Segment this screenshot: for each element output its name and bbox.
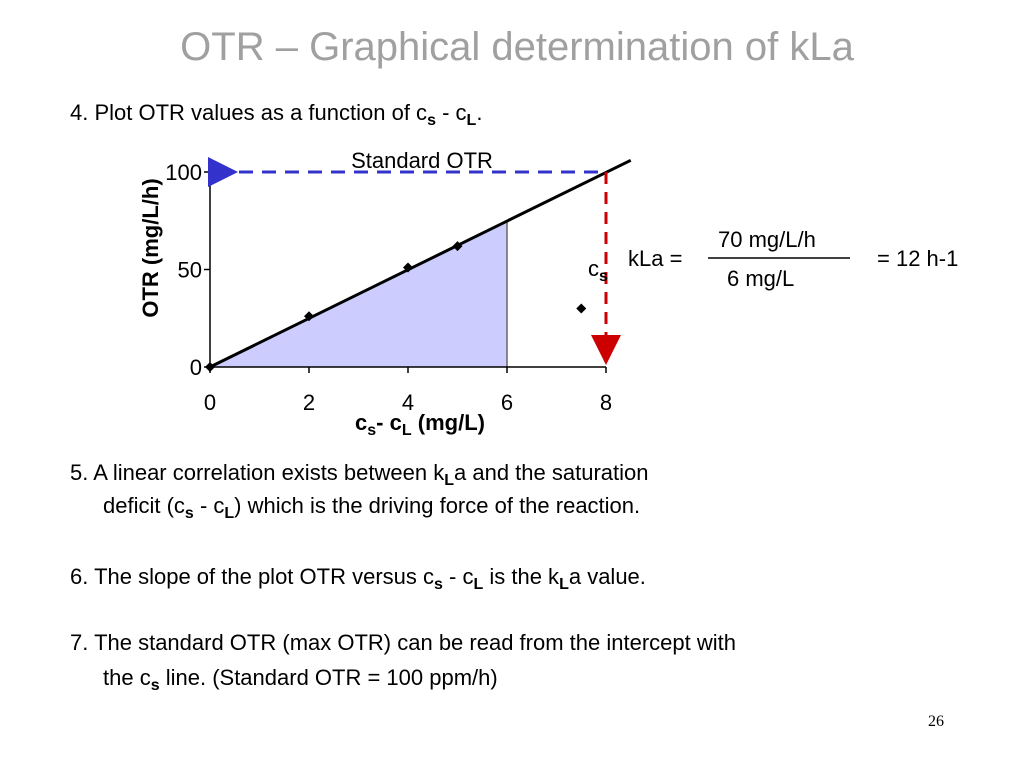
text-run: 6. The slope of the plot OTR versus c [70, 564, 434, 589]
subscript: s [599, 268, 608, 285]
subscript: L [467, 112, 477, 129]
subscript: L [444, 472, 454, 489]
subscript: L [402, 422, 412, 439]
text-run: the c [103, 665, 151, 690]
x-tick-label: 6 [501, 390, 513, 415]
step-text: deficit (cs - cL) which is the driving f… [103, 493, 640, 522]
text-run: ) which is the driving force of the reac… [234, 493, 640, 518]
x-tick-label: 4 [402, 390, 414, 415]
data-point [576, 303, 587, 314]
subscript: L [473, 576, 483, 593]
equation-result: = 12 h-1 [877, 246, 958, 271]
data-point [304, 311, 314, 322]
text-run: deficit (c [103, 493, 185, 518]
x-tick-label: 0 [204, 390, 216, 415]
text-run: - c [194, 493, 225, 518]
fit-line [209, 158, 632, 369]
y-tick-label: 50 [178, 258, 202, 283]
y-tick-label: 100 [165, 160, 202, 185]
y-axis-label: OTR (mg/L/h) [138, 178, 163, 317]
subscript: L [559, 576, 569, 593]
equation-denominator: 6 mg/L [727, 266, 794, 291]
text-run: a value. [569, 564, 646, 589]
standard-otr-label: Standard OTR [351, 148, 493, 173]
text-run: (mg/L) [412, 410, 485, 435]
subscript: s [434, 576, 443, 593]
slide-title: OTR – Graphical determination of kLa [180, 25, 854, 69]
step-text: 6. The slope of the plot OTR versus cs -… [70, 564, 646, 593]
text-run: line. (Standard OTR = 100 ppm/h) [160, 665, 498, 690]
text-run: - c [376, 410, 402, 435]
step-text: the cs line. (Standard OTR = 100 ppm/h) [103, 665, 498, 694]
x-axis-label: cs- cL (mg/L) [355, 410, 485, 439]
x-tick-label: 8 [600, 390, 612, 415]
data-point [205, 362, 215, 372]
data-point [403, 262, 413, 273]
subscript: s [367, 422, 376, 439]
equation-lhs: kLa = [628, 246, 682, 271]
text-run: 7. The standard OTR (max OTR) can be rea… [70, 630, 736, 655]
x-tick-label: 2 [303, 390, 315, 415]
text-run: . [476, 100, 482, 125]
text-run: 4. Plot OTR values as a function of c [70, 100, 427, 125]
equation-numerator: 70 mg/L/h [718, 227, 816, 252]
text-run: - c [443, 564, 474, 589]
y-tick-label: 0 [190, 355, 202, 380]
data-point [452, 241, 463, 252]
text-run: 5. A linear correlation exists between k [70, 460, 445, 485]
text-run: - c [436, 100, 467, 125]
text-run: c [355, 410, 367, 435]
subscript: s [151, 677, 160, 694]
text-run: is the k [483, 564, 560, 589]
step-text: 4. Plot OTR values as a function of cs -… [70, 100, 482, 129]
saturation-label: cs [588, 256, 608, 285]
text-run: a and the saturation [454, 460, 648, 485]
page-number: 26 [928, 713, 944, 730]
step-text: 5. A linear correlation exists between k… [70, 460, 648, 489]
subscript: s [185, 505, 194, 522]
subscript: s [427, 112, 436, 129]
subscript: L [224, 505, 234, 522]
step-text: 7. The standard OTR (max OTR) can be rea… [70, 630, 736, 655]
text-run: c [588, 256, 599, 281]
